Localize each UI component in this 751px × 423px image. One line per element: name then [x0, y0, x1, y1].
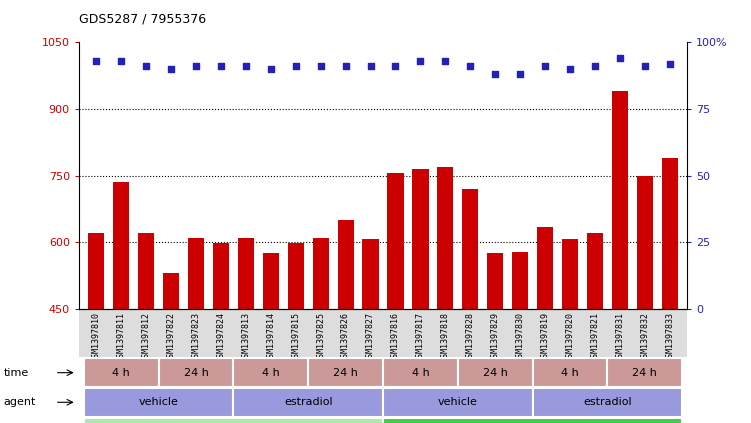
Point [90, 58, 102, 64]
Bar [163, 273, 179, 423]
Bar [188, 238, 204, 423]
Text: agent: agent [4, 397, 36, 407]
Point [439, 58, 451, 64]
Bar [113, 182, 129, 423]
Point [464, 63, 476, 70]
Text: 24 h: 24 h [333, 368, 358, 378]
Bar [587, 233, 603, 423]
Point [639, 63, 651, 70]
Point [614, 55, 626, 62]
Bar [138, 233, 154, 423]
Bar [462, 189, 478, 423]
Bar [238, 238, 254, 423]
Bar [612, 91, 628, 423]
Point [390, 63, 402, 70]
Bar [312, 238, 329, 423]
Text: 24 h: 24 h [183, 368, 209, 378]
Text: estradiol: estradiol [284, 397, 333, 407]
Point [415, 58, 427, 64]
Text: time: time [4, 368, 29, 378]
Point [364, 63, 376, 70]
Bar [537, 227, 553, 423]
Text: 24 h: 24 h [483, 368, 508, 378]
Point [564, 66, 576, 72]
Bar [288, 244, 304, 423]
Bar [637, 176, 653, 423]
Bar [487, 253, 503, 423]
Point [265, 66, 277, 72]
Point [140, 63, 152, 70]
Bar [263, 253, 279, 423]
Text: 4 h: 4 h [113, 368, 130, 378]
Point [190, 63, 202, 70]
Point [315, 63, 327, 70]
Bar [88, 233, 104, 423]
Text: 24 h: 24 h [632, 368, 657, 378]
Point [664, 60, 676, 67]
Bar [213, 244, 229, 423]
Bar [437, 167, 454, 423]
Point [115, 58, 127, 64]
Text: GDS5287 / 7955376: GDS5287 / 7955376 [79, 13, 206, 25]
Bar [337, 220, 354, 423]
Text: 4 h: 4 h [561, 368, 579, 378]
Bar [388, 173, 403, 423]
Point [489, 71, 501, 78]
Point [215, 63, 227, 70]
Text: 4 h: 4 h [412, 368, 430, 378]
Point [514, 71, 526, 78]
Bar [562, 239, 578, 423]
Point [240, 63, 252, 70]
Point [290, 63, 302, 70]
Point [539, 63, 551, 70]
Bar [412, 169, 429, 423]
Bar [512, 253, 528, 423]
Bar [363, 239, 379, 423]
Text: estradiol: estradiol [583, 397, 632, 407]
Point [589, 63, 601, 70]
Bar [662, 158, 678, 423]
Point [165, 66, 177, 72]
Text: 4 h: 4 h [262, 368, 279, 378]
Text: vehicle: vehicle [139, 397, 179, 407]
Point [339, 63, 351, 70]
Text: vehicle: vehicle [438, 397, 478, 407]
